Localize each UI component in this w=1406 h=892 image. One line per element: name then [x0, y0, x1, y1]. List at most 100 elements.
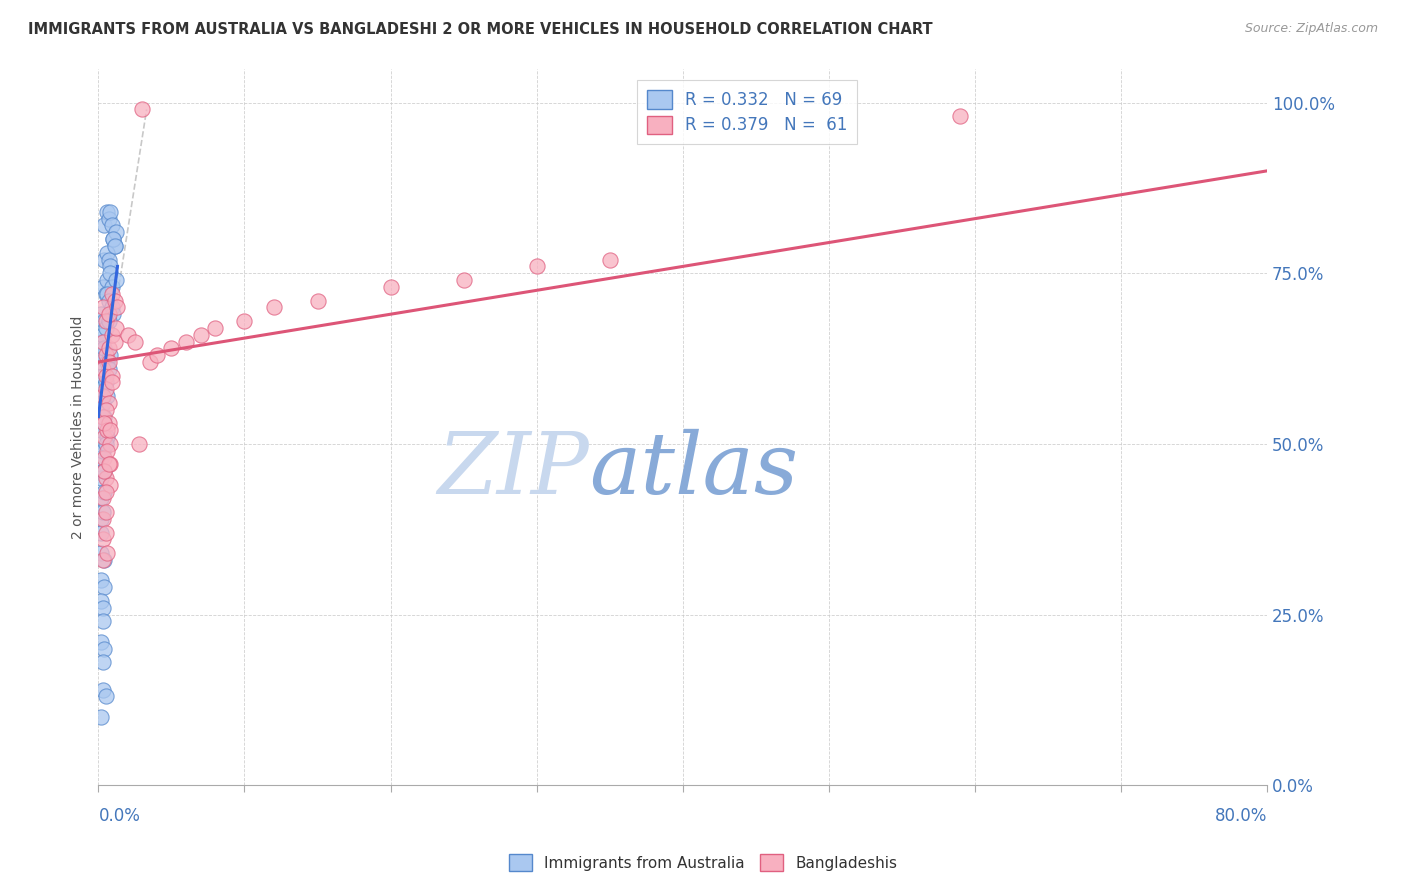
Point — [263, 301, 285, 315]
Text: atlas: atlas — [589, 428, 799, 511]
Point — [90, 334, 112, 349]
Point — [97, 458, 120, 472]
Point — [90, 525, 112, 540]
Point — [91, 334, 114, 349]
Point — [96, 245, 118, 260]
Point — [98, 348, 121, 362]
Point — [90, 382, 112, 396]
Point — [91, 280, 114, 294]
Point — [98, 458, 121, 472]
Point — [90, 307, 112, 321]
Point — [98, 423, 121, 437]
Point — [98, 478, 121, 492]
Point — [526, 260, 548, 274]
Point — [103, 293, 125, 308]
Point — [90, 402, 112, 417]
Point — [96, 204, 118, 219]
Point — [96, 443, 118, 458]
Point — [117, 327, 139, 342]
Text: Source: ZipAtlas.com: Source: ZipAtlas.com — [1244, 22, 1378, 36]
Point — [100, 280, 122, 294]
Point — [90, 546, 112, 560]
Point — [90, 471, 112, 485]
Text: IMMIGRANTS FROM AUSTRALIA VS BANGLADESHI 2 OR MORE VEHICLES IN HOUSEHOLD CORRELA: IMMIGRANTS FROM AUSTRALIA VS BANGLADESHI… — [28, 22, 932, 37]
Point — [93, 484, 115, 499]
Point — [453, 273, 475, 287]
Point — [97, 307, 120, 321]
Point — [94, 348, 117, 362]
Point — [91, 553, 114, 567]
Point — [96, 546, 118, 560]
Point — [94, 368, 117, 383]
Point — [91, 389, 114, 403]
Point — [146, 348, 169, 362]
Point — [90, 355, 112, 369]
Point — [97, 355, 120, 369]
Point — [138, 355, 160, 369]
Point — [96, 273, 118, 287]
Point — [94, 525, 117, 540]
Point — [91, 368, 114, 383]
Point — [91, 512, 114, 526]
Point — [90, 423, 112, 437]
Text: 0.0%: 0.0% — [98, 807, 141, 825]
Point — [100, 327, 122, 342]
Point — [91, 505, 114, 519]
Point — [97, 211, 120, 226]
Point — [93, 342, 115, 356]
Point — [91, 301, 114, 315]
Point — [93, 553, 115, 567]
Point — [96, 286, 118, 301]
Point — [101, 232, 124, 246]
Point — [94, 471, 117, 485]
Point — [97, 293, 120, 308]
Point — [94, 314, 117, 328]
Y-axis label: 2 or more Vehicles in Household: 2 or more Vehicles in Household — [72, 315, 86, 539]
Text: ZIP: ZIP — [437, 428, 589, 511]
Point — [97, 314, 120, 328]
Point — [94, 505, 117, 519]
Point — [94, 376, 117, 390]
Point — [91, 409, 114, 424]
Point — [190, 327, 212, 342]
Point — [96, 355, 118, 369]
Point — [93, 219, 115, 233]
Point — [100, 301, 122, 315]
Point — [233, 314, 256, 328]
Point — [101, 232, 124, 246]
Point — [380, 280, 402, 294]
Point — [94, 484, 117, 499]
Point — [94, 382, 117, 396]
Point — [124, 334, 146, 349]
Point — [107, 301, 129, 315]
Point — [100, 286, 122, 301]
Point — [91, 655, 114, 669]
Point — [949, 109, 972, 123]
Point — [90, 594, 112, 608]
Point — [93, 252, 115, 267]
Point — [100, 368, 122, 383]
Point — [91, 361, 114, 376]
Point — [98, 437, 121, 451]
Point — [104, 273, 127, 287]
Point — [160, 342, 183, 356]
Point — [90, 710, 112, 724]
Point — [90, 635, 112, 649]
Point — [174, 334, 197, 349]
Point — [93, 409, 115, 424]
Point — [103, 239, 125, 253]
Point — [91, 327, 114, 342]
Point — [91, 600, 114, 615]
Point — [91, 348, 114, 362]
Text: 80.0%: 80.0% — [1215, 807, 1267, 825]
Point — [599, 252, 621, 267]
Point — [97, 252, 120, 267]
Point — [93, 450, 115, 465]
Point — [93, 417, 115, 431]
Point — [97, 417, 120, 431]
Point — [128, 437, 150, 451]
Point — [131, 103, 153, 117]
Point — [98, 260, 121, 274]
Point — [94, 437, 117, 451]
Legend: Immigrants from Australia, Bangladeshis: Immigrants from Australia, Bangladeshis — [503, 848, 903, 877]
